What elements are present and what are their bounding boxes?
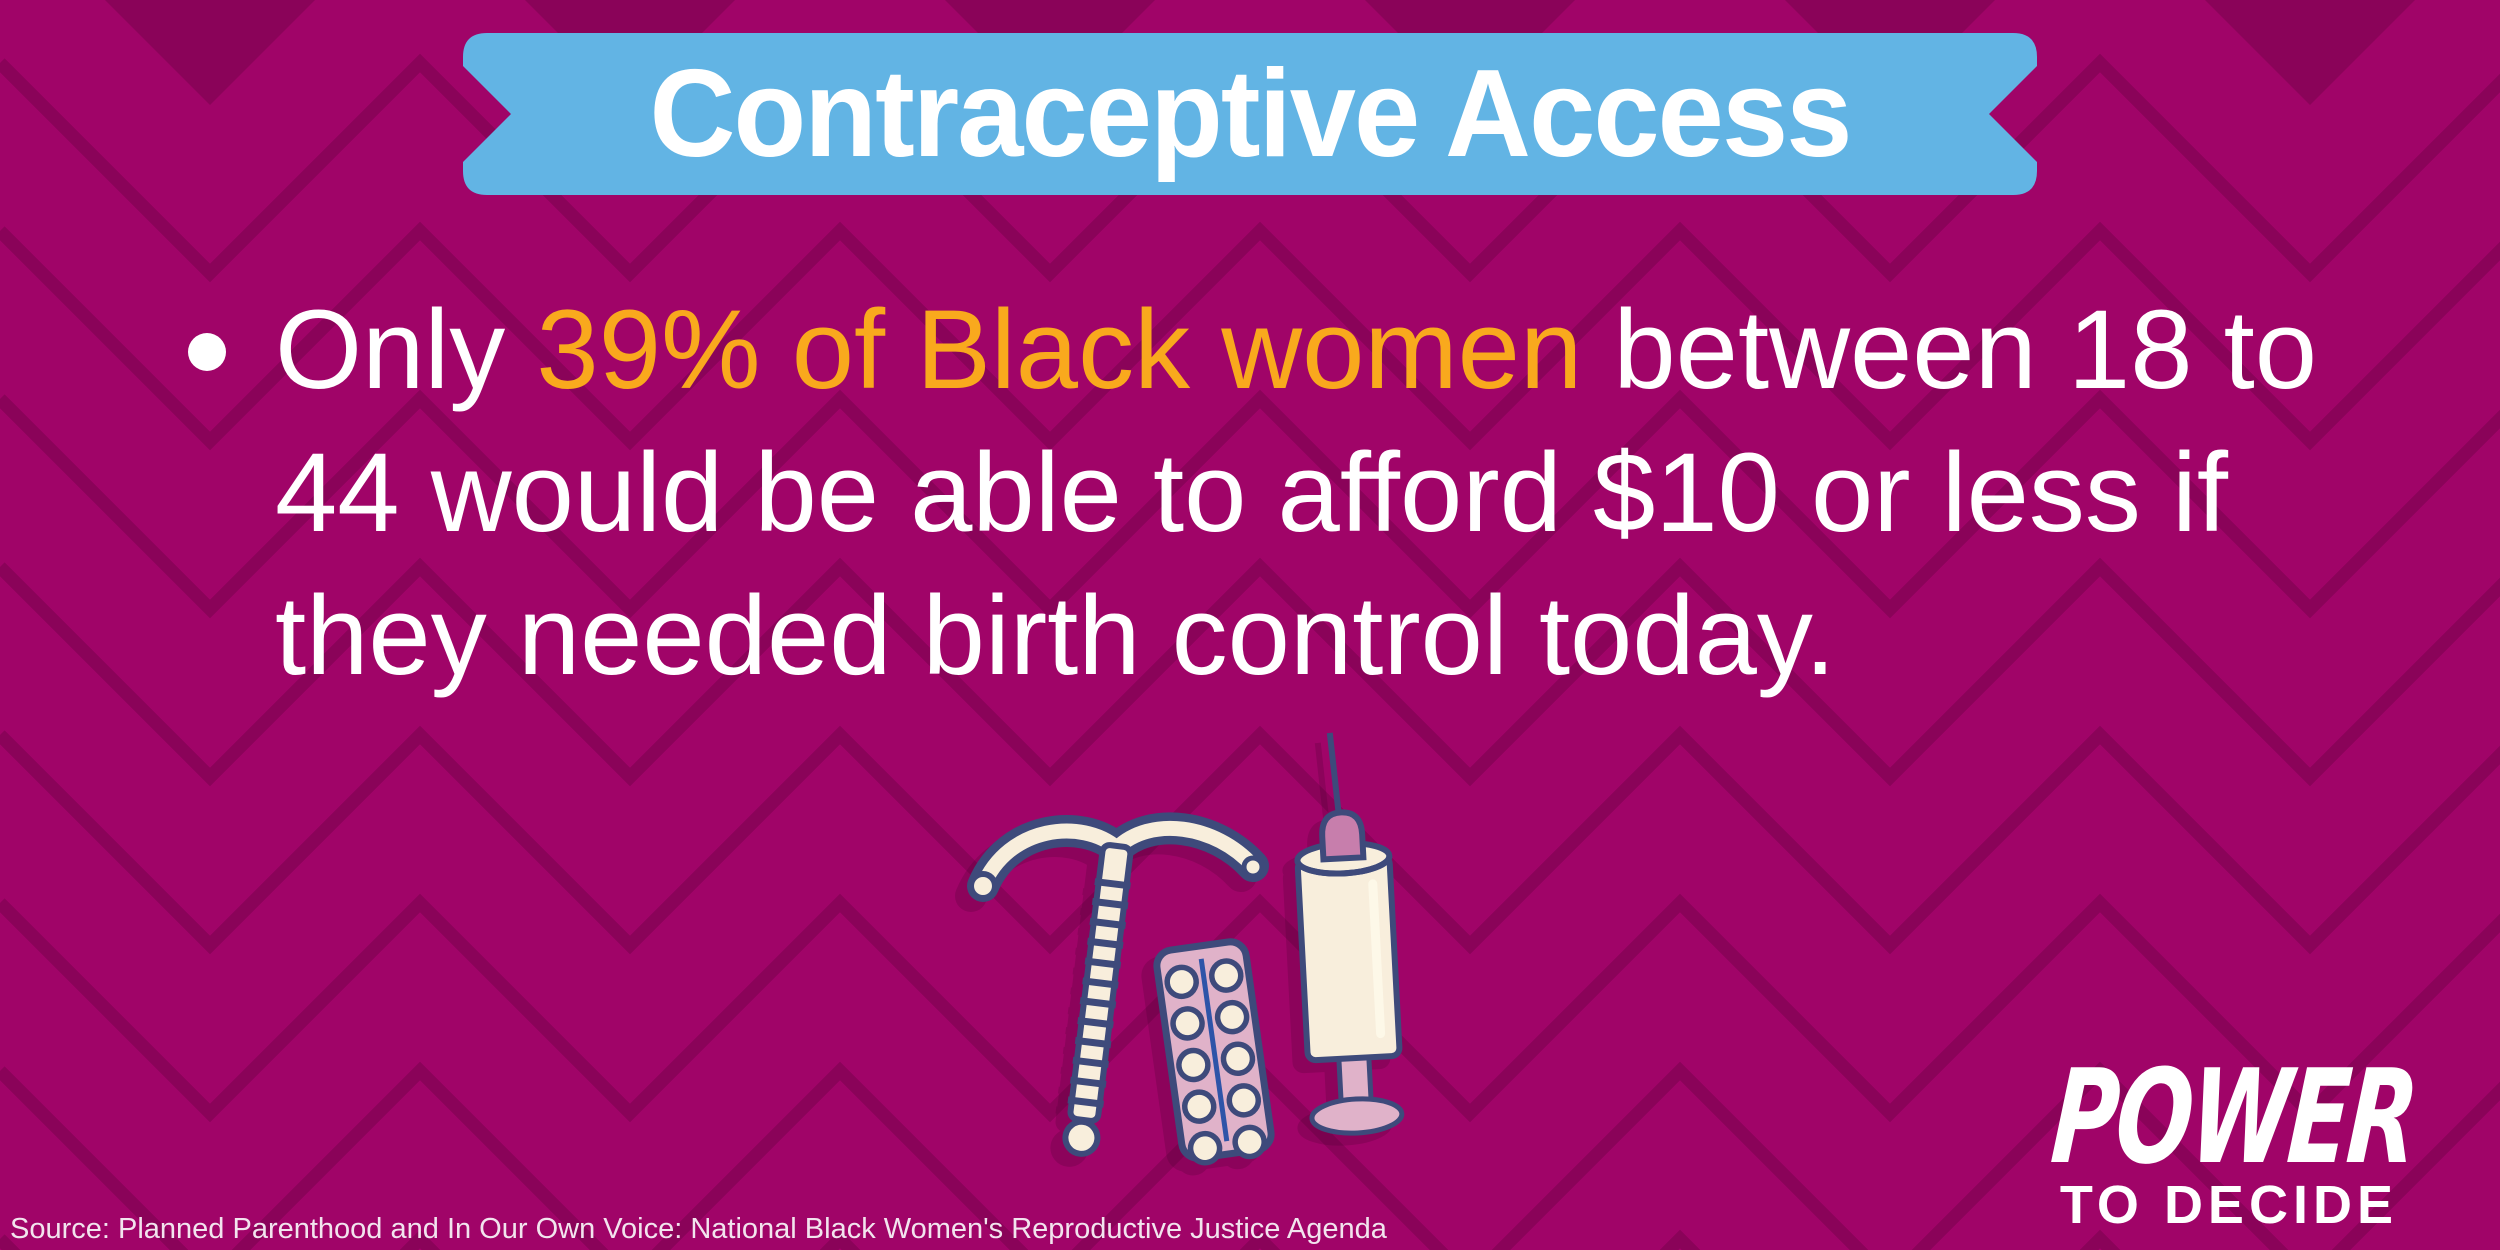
statistic-highlight: 39% of Black women <box>536 287 1583 412</box>
statistic-line-2: 44 would be able to afford $10 or less i… <box>275 430 2228 555</box>
power-to-decide-logo: POWER TO DECIDE <box>1970 1041 2488 1236</box>
pill-pack-icon <box>1153 938 1275 1166</box>
iud-icon <box>967 812 1269 1157</box>
statistic-line-3: they needed birth control today. <box>275 573 1836 698</box>
statistic-line-1-post: between 18 to <box>1582 287 2318 412</box>
statistic-line-1-pre: Only <box>275 287 537 412</box>
statistic-text: Only 39% of Black women between 18 to 44… <box>275 278 2435 707</box>
chevron-line <box>0 893 2500 1123</box>
chevron-line <box>0 725 2500 955</box>
logo-power-text: POWER <box>2046 1041 2421 1193</box>
chevron-line <box>0 557 2500 787</box>
syringe-icon <box>1294 732 1405 1136</box>
chevron-line <box>0 389 2500 619</box>
chevron-line <box>0 1229 2500 1250</box>
chevron-line <box>0 221 2500 451</box>
chevron-band <box>105 0 2415 105</box>
contraceptives-illustration <box>967 732 1405 1166</box>
bullet-point-icon <box>188 333 226 371</box>
ribbon-shape <box>463 33 2037 195</box>
statistic-line-1: Only 39% of Black women between 18 to <box>275 278 2435 421</box>
page-title: Contraceptive Access <box>649 45 1852 183</box>
source-attribution: Source: Planned Parenthood and In Our Ow… <box>10 1213 1387 1245</box>
logo-to-decide-text: TO DECIDE <box>2059 1175 2398 1235</box>
